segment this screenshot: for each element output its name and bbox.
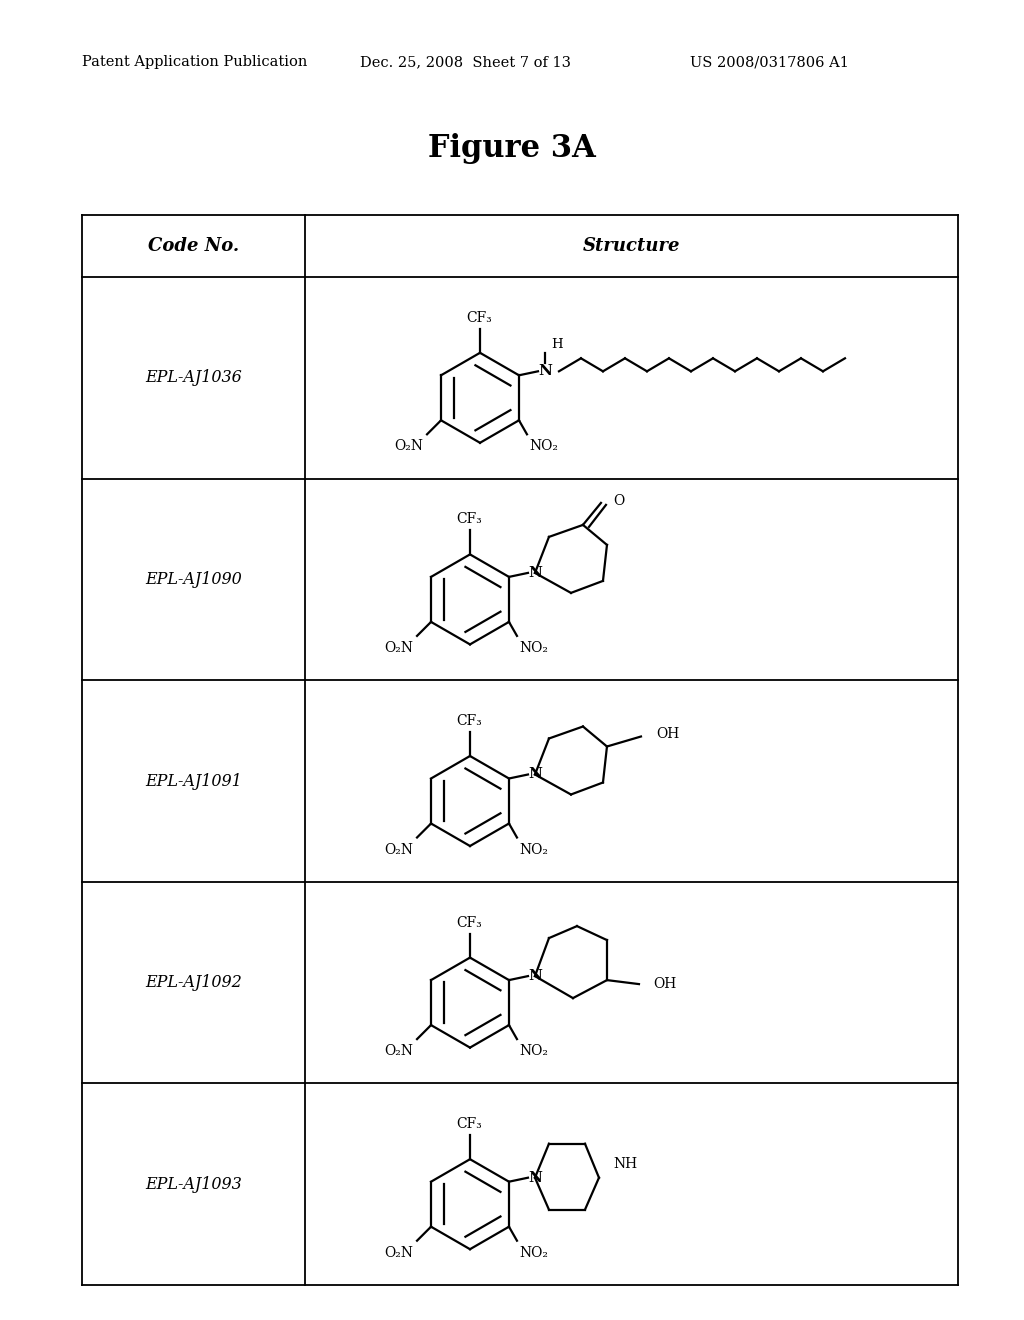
Text: Dec. 25, 2008  Sheet 7 of 13: Dec. 25, 2008 Sheet 7 of 13 [360,55,571,69]
Text: O: O [613,494,625,508]
Text: Structure: Structure [583,238,680,255]
Text: N: N [528,1171,542,1185]
Text: O₂N: O₂N [394,440,423,453]
Text: US 2008/0317806 A1: US 2008/0317806 A1 [690,55,849,69]
Text: OH: OH [653,977,676,991]
Text: CF₃: CF₃ [456,714,482,729]
Text: NO₂: NO₂ [519,1246,548,1259]
Text: O₂N: O₂N [384,642,413,655]
Text: CF₃: CF₃ [456,1117,482,1131]
Text: O₂N: O₂N [384,1044,413,1059]
Text: NO₂: NO₂ [529,440,558,453]
Text: CF₃: CF₃ [456,916,482,929]
Text: O₂N: O₂N [384,842,413,857]
Text: N: N [528,566,542,579]
Text: EPL-AJ1090: EPL-AJ1090 [145,572,242,587]
Text: H: H [551,338,563,351]
Text: OH: OH [656,727,679,742]
Text: EPL-AJ1091: EPL-AJ1091 [145,772,242,789]
Text: N: N [538,364,552,379]
Text: N: N [528,767,542,781]
Text: O₂N: O₂N [384,1246,413,1259]
Text: Patent Application Publication: Patent Application Publication [82,55,307,69]
Text: NO₂: NO₂ [519,1044,548,1059]
Text: N: N [528,969,542,983]
Text: CF₃: CF₃ [466,310,492,325]
Text: Code No.: Code No. [147,238,239,255]
Text: NO₂: NO₂ [519,842,548,857]
Text: NO₂: NO₂ [519,642,548,655]
Text: NH: NH [613,1156,637,1171]
Text: EPL-AJ1092: EPL-AJ1092 [145,974,242,991]
Text: Figure 3A: Figure 3A [428,132,596,164]
Bar [82,215,958,1284]
Text: EPL-AJ1093: EPL-AJ1093 [145,1176,242,1193]
Text: CF₃: CF₃ [456,512,482,527]
Text: EPL-AJ1036: EPL-AJ1036 [145,370,242,387]
